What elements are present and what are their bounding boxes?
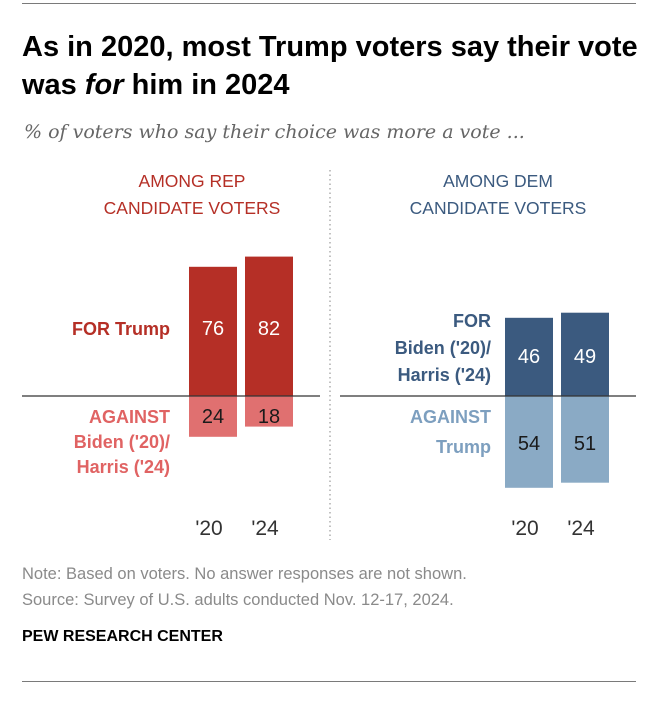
rep-value-for-0: 76	[202, 318, 224, 340]
note-text: Note: Based on voters. No answer respons…	[22, 565, 467, 583]
rep-panel-title: AMONG REP	[139, 171, 246, 191]
rep-for-series-label: FOR Trump	[72, 319, 170, 339]
dem-value-for-0: 46	[518, 346, 540, 368]
rep-against-series-label: AGAINST	[89, 407, 170, 427]
dem-for-series-label: Biden ('20)/	[395, 338, 491, 358]
dem-for-series-label: Harris ('24)	[398, 365, 491, 385]
bottom-rule	[22, 681, 636, 682]
dem-value-against-1: 51	[574, 433, 596, 455]
title-emphasis: for	[84, 69, 124, 101]
rep-value-for-1: 82	[258, 318, 280, 340]
dem-bar-for-0	[505, 317, 553, 396]
dem-category-label-0: '20	[511, 517, 538, 540]
chart-subtitle: % of voters who say their choice was mor…	[24, 121, 525, 143]
dem-panel-title: AMONG DEM	[443, 171, 553, 191]
rep-bar-against-0	[189, 396, 237, 437]
rep-value-against-1: 18	[258, 406, 280, 428]
rep-panel-title: CANDIDATE VOTERS	[104, 198, 281, 218]
dem-against-series-label: Trump	[436, 437, 491, 457]
rep-category-label-1: '24	[251, 517, 279, 540]
dem-bar-against-0	[505, 396, 553, 488]
rep-category-label-0: '20	[195, 517, 222, 540]
dem-bar-against-1	[561, 396, 609, 483]
rep-bar-for-1	[245, 256, 293, 396]
dem-against-series-label: AGAINST	[410, 407, 491, 427]
dem-category-label-1: '24	[567, 517, 595, 540]
top-rule	[22, 3, 636, 4]
dem-value-against-0: 54	[518, 433, 540, 455]
dem-panel-title: CANDIDATE VOTERS	[410, 198, 587, 218]
org-name: PEW RESEARCH CENTER	[22, 628, 223, 645]
source-text: Source: Survey of U.S. adults conducted …	[22, 591, 454, 609]
rep-against-series-label: Biden ('20)/	[74, 432, 170, 452]
dem-bar-for-1	[561, 312, 609, 396]
rep-bar-for-0	[189, 266, 237, 396]
rep-bar-against-1	[245, 396, 293, 427]
chart-area: AMONG REP CANDIDATE VOTERS 76 24 '20 82 18 '24 F…	[22, 170, 636, 540]
dem-for-series-label: FOR	[453, 311, 491, 331]
dem-value-for-1: 49	[574, 346, 596, 368]
rep-value-against-0: 24	[202, 406, 224, 428]
chart-title: As in 2020, most Trump voters say their …	[22, 31, 638, 101]
rep-against-series-label: Harris ('24)	[77, 457, 170, 477]
